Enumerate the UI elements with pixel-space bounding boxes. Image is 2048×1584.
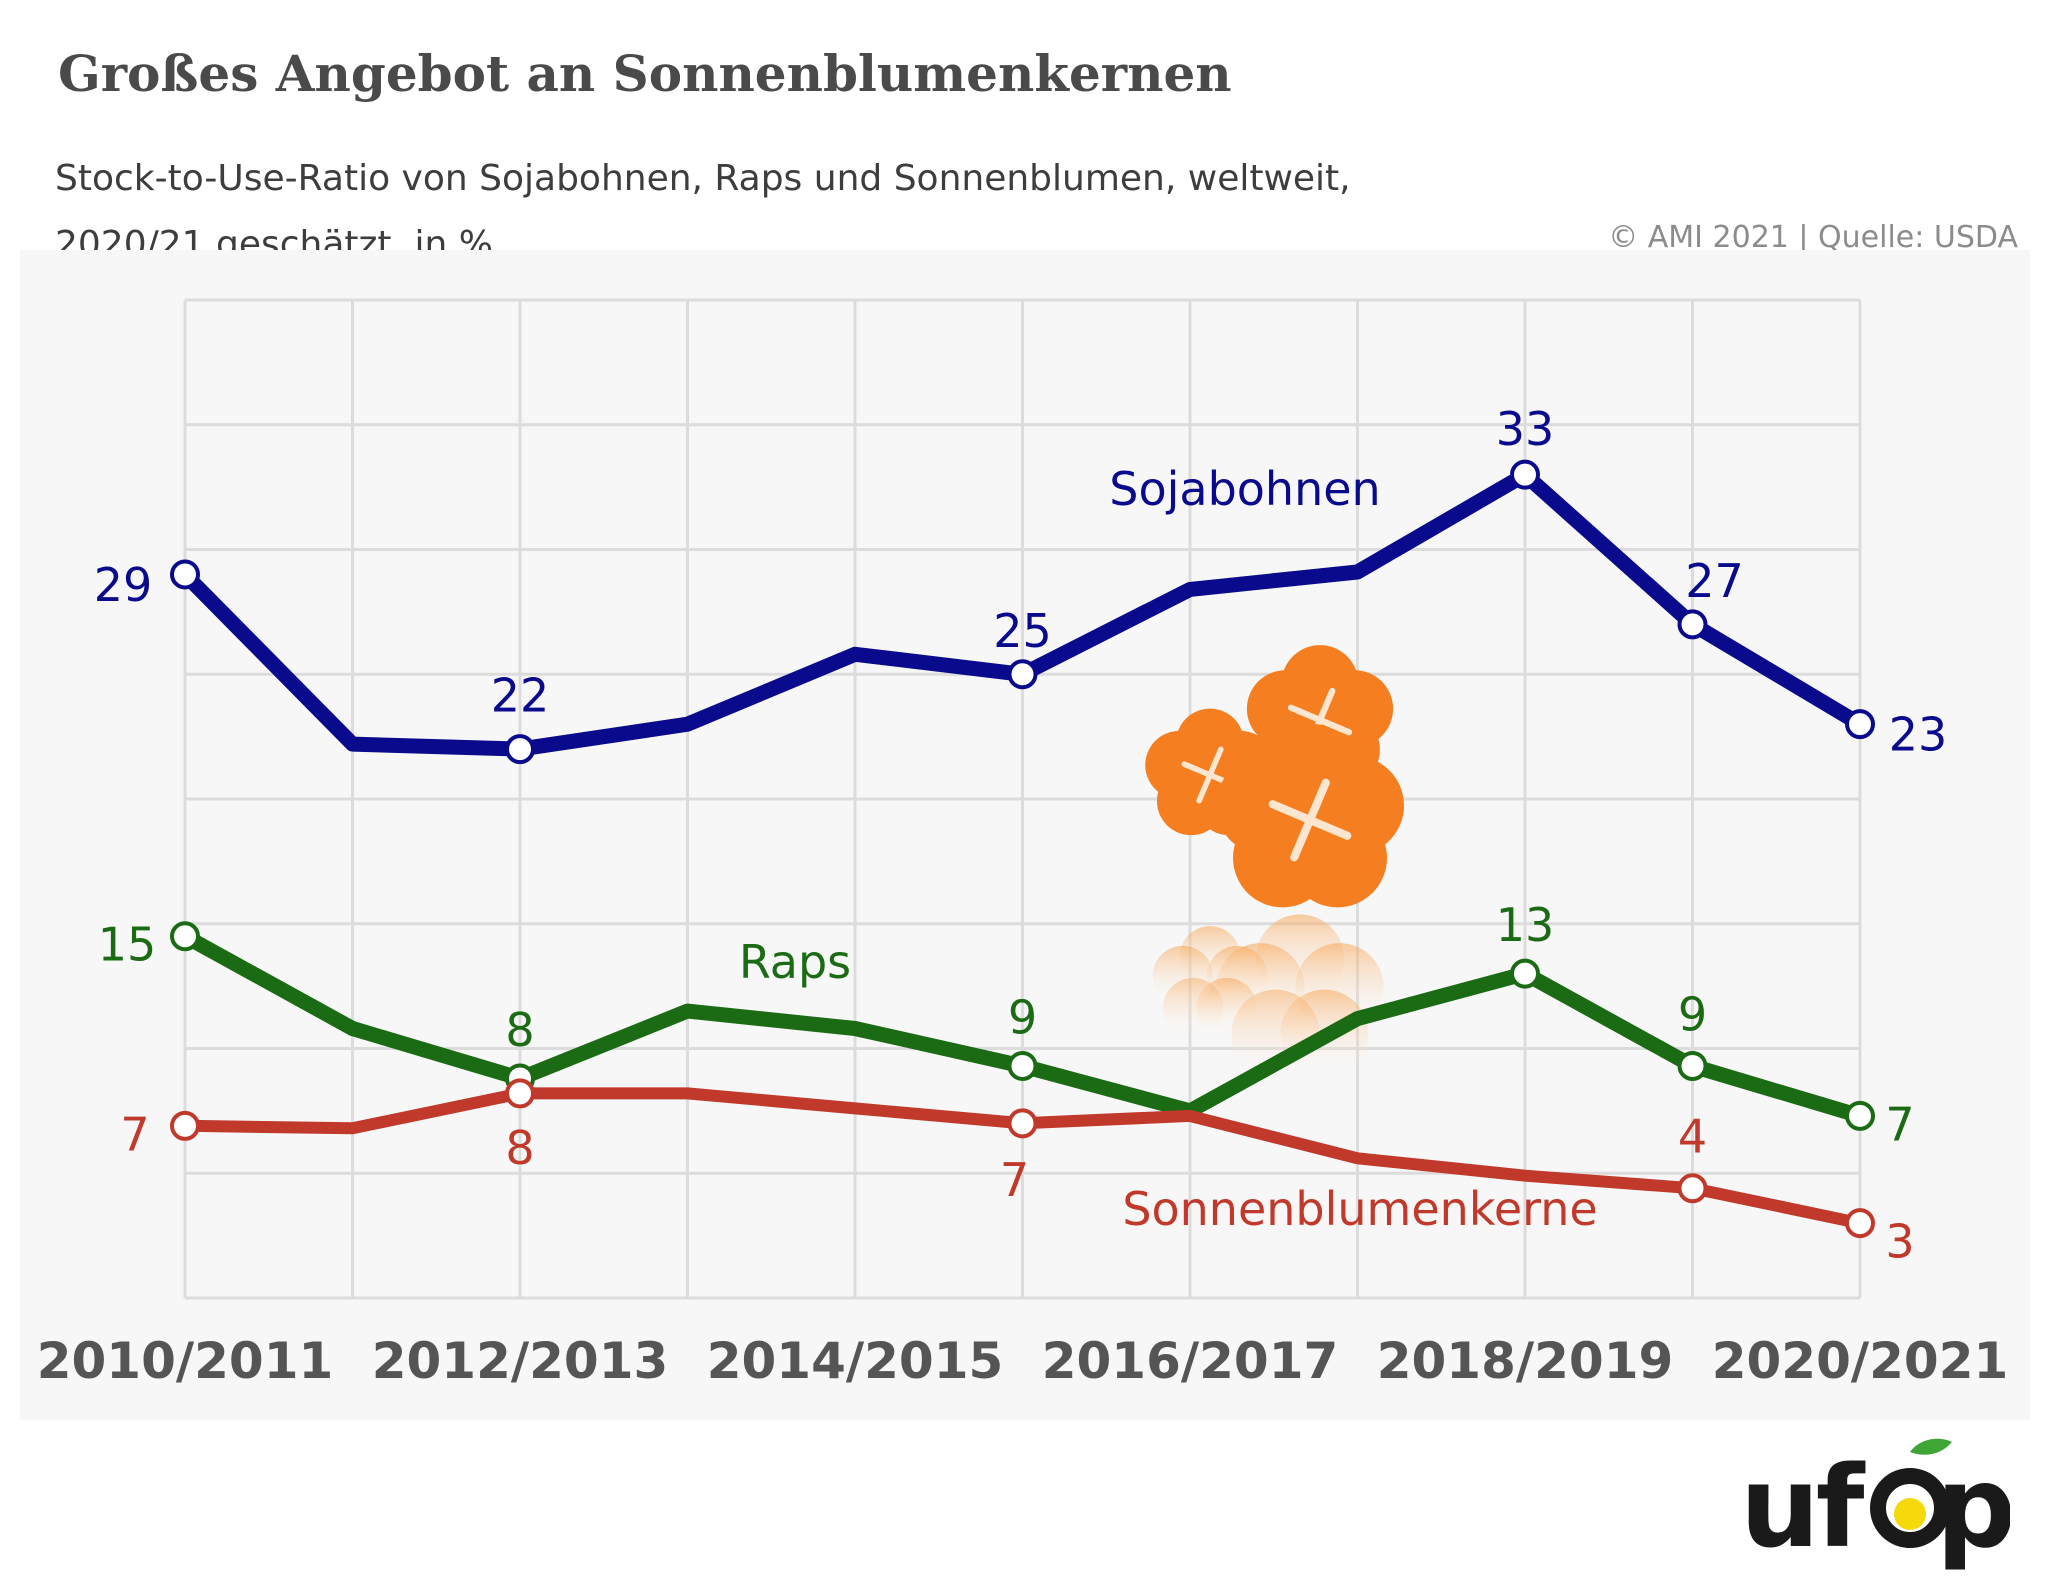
- petal-highlight: [1196, 772, 1213, 804]
- data-label-raps: 8: [505, 1003, 534, 1057]
- chart-subtitle: Stock-to-Use-Ratio von Sojabohnen, Raps …: [55, 146, 1655, 278]
- source-note: © AMI 2021 | Quelle: USDA: [1608, 220, 2018, 255]
- x-tick-label: 2018/2019: [1377, 1332, 1674, 1390]
- petal-highlight: [1268, 800, 1315, 825]
- data-point-sojabohnen: [1677, 609, 1708, 640]
- data-point-sonnenblumenkerne: [170, 1110, 200, 1141]
- data-label-sojabohnen: 27: [1685, 554, 1744, 608]
- x-tick-label: 2020/2021: [1712, 1332, 2009, 1390]
- data-point-sonnenblumenkerne: [1677, 1173, 1708, 1204]
- petal-highlight: [1181, 761, 1213, 778]
- x-tick-label: 2012/2013: [372, 1332, 669, 1390]
- gridlines: [183, 298, 1862, 1300]
- data-point-raps: [1845, 1100, 1875, 1131]
- petal: [1152, 945, 1214, 1007]
- data-point-sojabohnen: [1845, 709, 1875, 740]
- ufop-logo: uf p: [1740, 1438, 2010, 1573]
- petal-highlight: [1305, 778, 1330, 825]
- data-label-raps: 7: [1885, 1097, 1914, 1151]
- series-name-sonnenblumenkerne: Sonnenblumenkerne: [1122, 1182, 1597, 1236]
- data-label-sonnenblumenkerne: 4: [1678, 1110, 1707, 1164]
- data-label-sojabohnen: 22: [491, 669, 550, 723]
- line-chart: 29 22 25 33 27 23 15 8 9 13 9 7 7 8 7 4 3 Sojabohnen Raps…: [37, 298, 2009, 1390]
- petal-highlight: [1316, 716, 1353, 736]
- petal: [1145, 730, 1214, 800]
- data-labels: 29 22 25 33 27 23 15 8 9 13 9 7 7 8 7 4 3: [94, 402, 1948, 1269]
- data-point-raps: [1510, 958, 1540, 989]
- sunflower-icon: [1145, 645, 1405, 1078]
- petal-highlight: [1287, 704, 1324, 724]
- svg-text:p: p: [1936, 1443, 2010, 1573]
- data-label-sonnenblumenkerne: 3: [1885, 1215, 1914, 1269]
- x-tick-label: 2010/2011: [37, 1332, 334, 1390]
- series-names: Sojabohnen Raps Sonnenblumenkerne: [739, 462, 1598, 1236]
- x-tick-label: 2014/2015: [707, 1332, 1004, 1390]
- data-point-raps: [1007, 1050, 1038, 1081]
- petal-highlight: [1290, 815, 1315, 862]
- data-label-raps: 15: [98, 918, 157, 972]
- data-label-sojabohnen: 33: [1496, 402, 1555, 456]
- data-label-sojabohnen: 29: [94, 558, 153, 612]
- data-label-sonnenblumenkerne: 7: [1000, 1153, 1029, 1207]
- data-point-raps: [170, 921, 200, 952]
- data-label-raps: 9: [1678, 987, 1707, 1041]
- petal: [1215, 756, 1315, 856]
- data-point-raps: [1677, 1050, 1708, 1081]
- data-point-sojabohnen: [170, 559, 200, 590]
- svg-text:uf: uf: [1740, 1443, 1866, 1573]
- data-point-sonnenblumenkerne: [505, 1078, 535, 1109]
- chart-title: Großes Angebot an Sonnenblumenkernen: [58, 44, 1232, 103]
- data-point-sojabohnen: [1510, 459, 1540, 490]
- series-name-raps: Raps: [739, 935, 851, 989]
- x-axis-tick-labels: 2010/2011 2012/2013 2014/2015 2016/2017 2018…: [37, 1332, 2009, 1390]
- data-point-sonnenblumenkerne: [1007, 1108, 1038, 1139]
- x-tick-label: 2016/2017: [1042, 1332, 1339, 1390]
- chart-background: [20, 250, 2030, 1420]
- subtitle-line-1: Stock-to-Use-Ratio von Sojabohnen, Raps …: [55, 158, 1351, 199]
- data-label-sonnenblumenkerne: 8: [505, 1121, 534, 1175]
- data-point-sonnenblumenkerne: [1845, 1208, 1875, 1239]
- data-label-sonnenblumenkerne: 7: [120, 1107, 149, 1161]
- data-label-raps: 13: [1496, 898, 1555, 952]
- petal-highlight: [1305, 815, 1352, 840]
- data-point-sojabohnen: [505, 734, 535, 765]
- data-label-sojabohnen: 23: [1889, 708, 1948, 762]
- series-name-sojabohnen: Sojabohnen: [1109, 462, 1380, 516]
- data-label-sojabohnen: 25: [993, 604, 1052, 658]
- series-points: [170, 459, 1875, 1239]
- data-point-sojabohnen: [1007, 659, 1038, 690]
- petal-highlight: [1207, 746, 1224, 778]
- petal-highlight: [1316, 687, 1336, 724]
- data-label-raps: 9: [1008, 990, 1037, 1044]
